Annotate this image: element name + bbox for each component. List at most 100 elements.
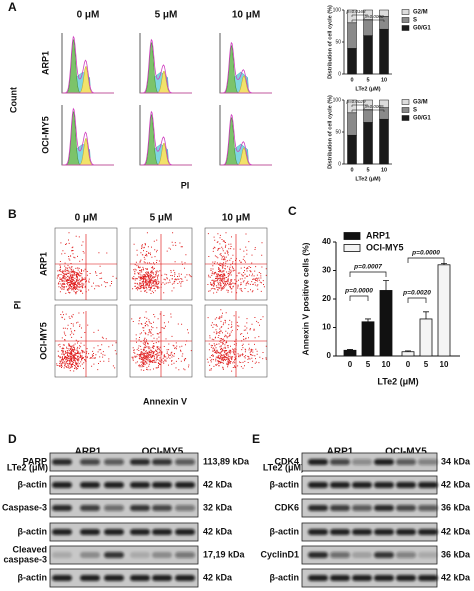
size-label: 36 kDa [441, 549, 471, 559]
blot-band [396, 459, 416, 465]
error-bar [383, 280, 389, 291]
blot-band [396, 575, 416, 581]
blot-band [130, 552, 150, 558]
blot-band [175, 482, 195, 488]
p-value: p=0.0000 [411, 250, 440, 257]
bar-segment [363, 19, 373, 36]
bar-segment [347, 112, 357, 136]
blot-band [104, 529, 124, 535]
p-bracket [349, 295, 369, 301]
p-bracket [349, 271, 387, 277]
p-bracket [351, 19, 385, 22]
group-label: OCI-MY5 [142, 447, 184, 458]
row-label: ARP1 [38, 252, 48, 276]
blot-band [396, 552, 416, 558]
blot-band [418, 505, 438, 511]
row-label: Caspase-3 [2, 502, 47, 512]
row-label: β-actin [18, 479, 48, 489]
blot-band [374, 459, 394, 465]
legend-swatch [401, 99, 410, 105]
group-label: ARP1 [327, 447, 354, 458]
size-label: 42 kDa [203, 526, 233, 536]
blot-band [152, 505, 172, 511]
blot-band [330, 482, 350, 488]
bar [401, 351, 415, 357]
bar-segment [379, 9, 389, 17]
legend-swatch [401, 17, 410, 23]
row-label: β-actin [18, 526, 48, 536]
bar-segment [379, 107, 389, 120]
dose-label: 10 μM [232, 10, 260, 21]
bar-segment [363, 109, 373, 123]
p-value: p=0.0020 [402, 290, 431, 297]
size-label: 42 kDa [203, 479, 233, 489]
row-label: CyclinD1 [260, 549, 299, 559]
blot-band [80, 552, 100, 558]
p-value: p=0.0007 [353, 264, 382, 271]
blot-band [52, 505, 72, 511]
blot-band [52, 459, 72, 465]
p-value: p=0.0168 [346, 9, 366, 14]
blot-band [52, 552, 72, 558]
dose-label: 10 μM [222, 213, 250, 224]
legend-label: ARP1 [366, 230, 390, 240]
size-label: 42 kDa [441, 572, 471, 582]
panel-label: A [8, 0, 17, 14]
blot-band [104, 575, 124, 581]
histogram-total [220, 41, 272, 94]
y-tick-label: 100 [333, 97, 342, 103]
row-label: Cleaved [12, 544, 47, 554]
blot-band [418, 529, 438, 535]
bar [437, 264, 451, 357]
blot-band [418, 575, 438, 581]
blot-band [308, 505, 328, 511]
legend-swatch [343, 232, 361, 240]
error-bar [347, 349, 353, 351]
blot-band [130, 529, 150, 535]
bar [419, 318, 433, 357]
blot-band [374, 482, 394, 488]
x-tick-label: 5 [366, 167, 369, 173]
size-label: 36 kDa [441, 502, 471, 512]
blot-band [104, 482, 124, 488]
blot-band [308, 459, 328, 465]
histogram-total [62, 35, 114, 94]
p-bracket [351, 109, 385, 112]
blot-band [418, 459, 438, 465]
bar-segment [379, 118, 389, 165]
row-label: PARP [23, 456, 47, 466]
x-tick-label: 10 [381, 77, 387, 83]
y-tick-label: 50 [335, 39, 341, 45]
blot-band [308, 482, 328, 488]
blot-band [352, 529, 372, 535]
group-label: OCI-MY5 [385, 447, 427, 458]
x-tick-label: 10 [440, 360, 449, 369]
row-label: CDK6 [274, 502, 299, 512]
legend-swatch [401, 9, 410, 15]
blot-band [152, 482, 172, 488]
legend-label: G0/G1 [413, 116, 431, 122]
y-tick-label: 10 [322, 323, 331, 332]
legend-label: G0/G1 [413, 26, 431, 32]
blot-band [308, 575, 328, 581]
blot-band [175, 505, 195, 511]
error-bar [423, 311, 429, 319]
blot-band [396, 529, 416, 535]
blot-band [80, 459, 100, 465]
blot-band [352, 459, 372, 465]
blot-band [330, 505, 350, 511]
dose-label: 5 μM [150, 213, 173, 224]
histogram-total [220, 113, 272, 166]
p-value: p=0.0029 [346, 99, 366, 104]
blot-band [175, 552, 195, 558]
blot-band [175, 459, 195, 465]
bar [379, 290, 393, 357]
axis-label: LTe2 (μM) [355, 86, 380, 92]
histogram-total [140, 38, 192, 94]
group-label: ARP1 [75, 447, 102, 458]
bar-segment [347, 48, 357, 75]
legend-label: S [413, 18, 417, 24]
blot-band [130, 459, 150, 465]
blot-band [104, 459, 124, 465]
legend-label: S [413, 108, 417, 114]
